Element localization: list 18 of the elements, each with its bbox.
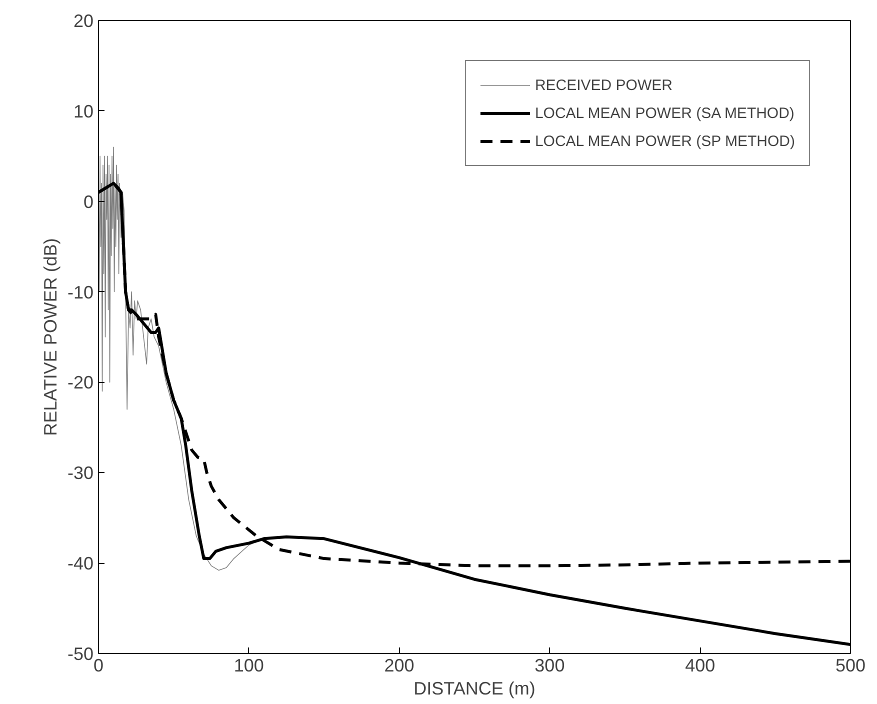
legend-label: LOCAL MEAN POWER (SA METHOD)	[534, 104, 794, 122]
x-tick-label: 100	[234, 656, 264, 676]
y-tick-label: -30	[67, 463, 94, 484]
x-tick-label: 500	[835, 656, 866, 676]
legend-label: LOCAL MEAN POWER (SP METHOD)	[534, 132, 795, 150]
x-axis-title: DISTANCE (m)	[414, 678, 536, 698]
y-tick-label: 20	[73, 11, 94, 31]
y-tick-label: -50	[67, 644, 94, 664]
y-tick-label: 10	[73, 101, 94, 122]
x-tick-label: 400	[685, 656, 716, 676]
legend-label: RECEIVED POWER	[534, 76, 672, 94]
y-tick-label: -20	[67, 372, 94, 393]
y-axis-title: RELATIVE POWER (dB)	[40, 238, 60, 436]
y-tick-label: 0	[83, 192, 94, 212]
x-tick-label: 300	[534, 656, 565, 676]
y-tick-label: -40	[67, 554, 94, 574]
y-tick-label: -10	[67, 282, 94, 302]
x-tick-label: 200	[384, 656, 414, 676]
